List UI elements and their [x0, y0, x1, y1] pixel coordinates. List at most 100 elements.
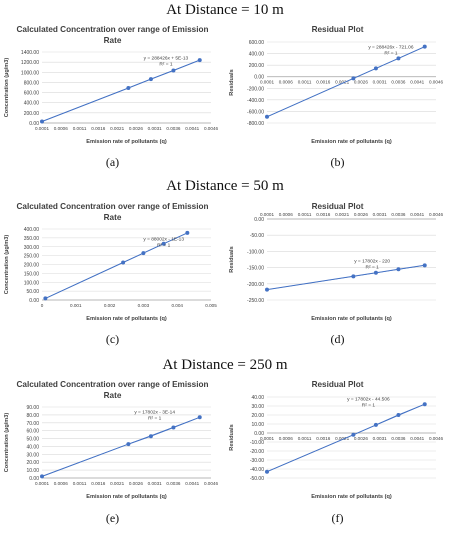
data-point [351, 432, 356, 437]
trendline [266, 265, 425, 290]
trendline-r-squared: R² = 1 [159, 62, 173, 68]
x-tick-label: 0.0046 [429, 212, 443, 217]
data-point [148, 434, 153, 439]
x-tick-label: 0.0006 [54, 126, 68, 131]
y-tick-label: 0.00 [254, 431, 264, 437]
x-tick-label: 0.0006 [279, 80, 293, 85]
y-tick-label: -200.00 [247, 282, 264, 288]
x-tick-label: 0.0016 [316, 436, 330, 441]
x-tick-label: 0.0036 [391, 80, 405, 85]
data-point [141, 251, 146, 256]
y-tick-label: 1400.00 [21, 50, 39, 56]
trendline-equation: y = 17802x - 3E-14 [134, 409, 175, 415]
chart-f: Residual Plot -50.00 -40.00 -30.00 -20.00 -10… [229, 380, 443, 500]
x-axis-title: Emission rate of pollutants (q) [86, 316, 167, 322]
data-point [126, 442, 131, 447]
y-axis-title: Concentration (µg/m3) [4, 413, 10, 473]
chart-e: Calculated Concentration over range of E… [4, 380, 218, 500]
y-tick-label: 0.00 [254, 75, 264, 81]
data-point [148, 77, 153, 82]
x-tick-label: 0.005 [205, 303, 217, 308]
x-tick-label: 0.0026 [354, 212, 368, 217]
trendline-equation: y = 288426x + 5E-13 [144, 56, 189, 62]
data-point [171, 425, 176, 430]
y-tick-label: 300.00 [24, 245, 40, 251]
chart-title-line-2: Rate [104, 391, 122, 400]
x-tick-label: 0.0026 [354, 80, 368, 85]
y-tick-label: -200.00 [247, 86, 264, 92]
x-tick-label: 0.0041 [185, 481, 199, 486]
x-tick-label: 0.0001 [35, 481, 49, 486]
y-tick-label: 600.00 [249, 40, 265, 46]
y-tick-label: 200.00 [249, 63, 265, 69]
data-point [265, 287, 269, 292]
x-tick-label: 0.004 [171, 303, 183, 308]
x-tick-label: 0.0041 [410, 80, 424, 85]
y-tick-label: 0.00 [29, 476, 39, 482]
y-tick-label: -10.00 [250, 440, 264, 446]
x-tick-label: 0.0026 [129, 126, 143, 131]
chart-title-line-1: Residual Plot [312, 25, 364, 34]
x-tick-label: 0 [41, 303, 44, 308]
x-tick-label: 0.0031 [373, 212, 387, 217]
data-point [265, 114, 269, 119]
x-tick-label: 0.0006 [279, 212, 293, 217]
section-heading-10m: At Distance = 10 m [166, 2, 284, 18]
y-tick-label: 90.00 [26, 405, 39, 411]
y-tick-label: -40.00 [250, 467, 264, 473]
y-tick-label: 150.00 [24, 271, 40, 277]
chart-a: Calculated Concentration over range of E… [4, 25, 218, 145]
x-tick-label: 0.0021 [335, 436, 349, 441]
y-tick-label: 40.00 [251, 395, 264, 401]
chart-title-line-1: Calculated Concentration over range of E… [17, 202, 209, 211]
y-tick-label: 600.00 [24, 91, 40, 97]
y-tick-label: 0.00 [29, 298, 39, 304]
data-point [396, 267, 401, 272]
data-point [373, 422, 378, 427]
x-tick-label: 0.0046 [429, 80, 443, 85]
trendline-equation: y = 88002x - 1E-13 [143, 237, 184, 243]
x-tick-label: 0.0011 [298, 436, 312, 441]
y-tick-label: 70.00 [26, 421, 39, 427]
panel-label-d: (d) [330, 332, 345, 346]
data-point [185, 230, 190, 235]
x-tick-label: 0.0031 [148, 126, 162, 131]
y-tick-label: 50.00 [26, 437, 39, 443]
y-tick-label: -30.00 [250, 458, 264, 464]
x-axis-title: Emission rate of pollutants (q) [311, 494, 392, 500]
data-point [43, 296, 48, 301]
data-point [396, 56, 401, 61]
x-tick-label: 0.0021 [335, 212, 349, 217]
data-point [351, 274, 356, 279]
x-axis-title: Emission rate of pollutants (q) [86, 139, 167, 145]
x-tick-label: 0.0001 [260, 212, 274, 217]
x-tick-label: 0.0016 [316, 80, 330, 85]
y-axis-title: Concentration (µg/m3) [4, 58, 10, 118]
x-tick-label: 0.0046 [429, 436, 443, 441]
y-axis-title: Residuals [229, 246, 235, 272]
data-point [422, 402, 427, 407]
y-tick-label: 1200.00 [21, 60, 39, 66]
y-tick-label: 400.00 [249, 52, 265, 58]
x-tick-label: 0.0046 [204, 126, 218, 131]
y-tick-label: -50.00 [250, 233, 264, 239]
x-tick-label: 0.0021 [110, 126, 124, 131]
x-tick-label: 0.0011 [298, 212, 312, 217]
trendline-r-squared: R² = 1 [384, 50, 398, 56]
chart-title-line-1: Residual Plot [312, 202, 364, 211]
x-tick-label: 0.0016 [91, 126, 105, 131]
x-tick-label: 0.0046 [204, 481, 218, 486]
y-tick-label: 40.00 [26, 444, 39, 450]
data-point [126, 86, 131, 91]
data-point [40, 119, 44, 124]
y-tick-label: 800.00 [24, 80, 40, 86]
y-axis-title: Residuals [229, 424, 235, 450]
x-tick-label: 0.0031 [373, 80, 387, 85]
x-tick-label: 0.0036 [166, 481, 180, 486]
x-tick-label: 0.0026 [354, 436, 368, 441]
x-tick-label: 0.0041 [410, 436, 424, 441]
y-tick-label: 50.00 [26, 289, 39, 295]
y-tick-label: -250.00 [247, 298, 264, 304]
chart-d: Residual Plot -250.00 -200.00 -150.00 -100.0… [229, 202, 443, 322]
trendline-equation: y = 288426x - 721.06 [368, 44, 414, 50]
